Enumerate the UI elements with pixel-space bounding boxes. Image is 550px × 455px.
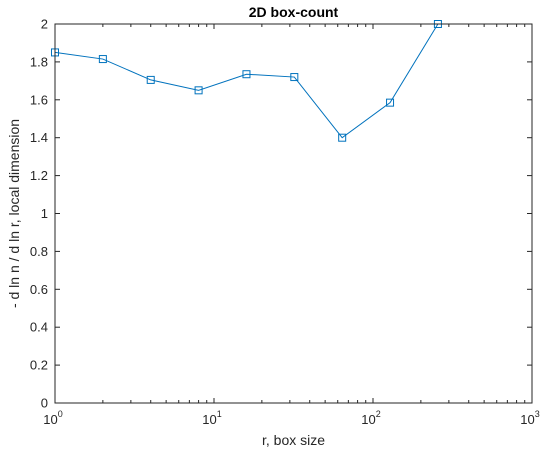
x-tick-exponent: 0: [58, 409, 63, 419]
x-tick-label: 101: [202, 409, 221, 427]
y-tick-label: 1.8: [30, 54, 48, 69]
data-point: [146, 75, 155, 84]
x-axis-label: r, box size: [262, 432, 325, 448]
plot-area: [55, 24, 532, 403]
x-tick-exponent: 1: [217, 409, 222, 419]
series-layer: [51, 20, 442, 142]
data-point: [338, 133, 347, 142]
data-point: [194, 86, 203, 95]
x-tick-base: 10: [520, 412, 534, 427]
data-point: [98, 55, 107, 64]
y-tick-label: 1.6: [30, 92, 48, 107]
x-tick-base: 10: [43, 412, 57, 427]
plot-frame: [54, 23, 533, 404]
x-tick-base: 10: [202, 412, 216, 427]
y-tick-label: 0: [41, 396, 48, 411]
x-tick-label: 100: [43, 409, 62, 427]
data-point: [386, 98, 395, 107]
y-tick-label: 0.8: [30, 244, 48, 259]
chart-title: 2D box-count: [249, 4, 339, 20]
data-point: [242, 70, 251, 79]
y-axis-label: - d ln n / d ln r, local dimension: [6, 119, 22, 308]
y-tick-label: 0.6: [30, 282, 48, 297]
x-tick-label: 102: [361, 409, 380, 427]
x-tick-exponent: 2: [376, 409, 381, 419]
series-line: [54, 23, 439, 139]
data-point: [290, 73, 299, 82]
y-tick-label: 0.2: [30, 358, 48, 373]
y-tick-label: 2: [41, 17, 48, 32]
y-tick-label: 1: [41, 206, 48, 221]
x-tick-exponent: 3: [535, 409, 540, 419]
x-tick-base: 10: [361, 412, 375, 427]
y-tick-label: 1.4: [30, 130, 48, 145]
y-tick-label: 0.4: [30, 320, 48, 335]
y-tick-label: 1.2: [30, 168, 48, 183]
x-tick-label: 103: [520, 409, 539, 427]
